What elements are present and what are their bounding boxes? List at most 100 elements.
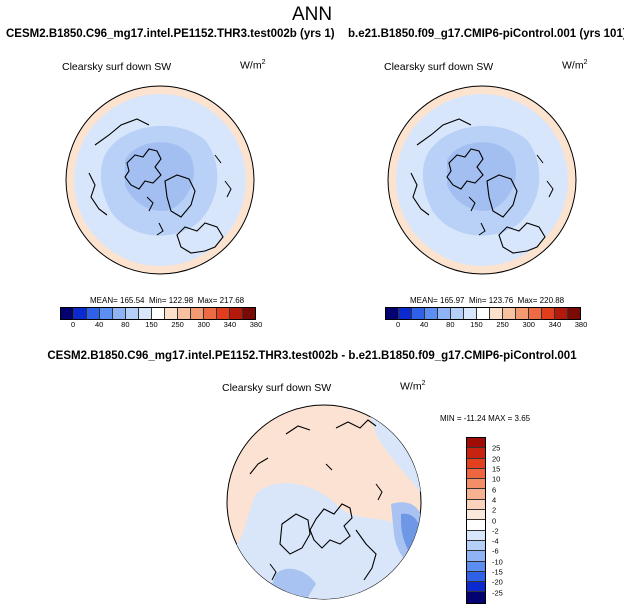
diff-panel-case-title: CESM2.B1850.C96_mg17.intel.PE1152.THR3.t… [47,350,577,362]
diff-map-coastline-asia [249,457,377,581]
right-panel-stats: MEAN= 165.97 Min= 123.76 Max= 220.88 [410,296,565,305]
right-colorbar-tick-label: 40 [420,320,429,329]
diff-colorbar-swatch [467,551,485,562]
left-colorbar-tick-label: 380 [249,320,263,329]
left-polar-map [65,85,255,275]
diff-colorbar-tick-label: -20 [492,577,503,587]
diff-colorbar-tick-label: 0 [492,516,497,525]
left-panel-unit-label: W/m2 [240,59,266,72]
diff-colorbar-tick-label: 10 [492,474,501,484]
diff-colorbar-swatch [467,530,485,541]
left-colorbar-swatch [139,308,152,319]
diff-panel-unit-label: W/m2 [400,380,426,393]
right-colorbar-tick-label: 0 [395,320,401,329]
left-colorbar-tick-label: 150 [145,320,158,329]
right-colorbar-swatch [425,308,438,319]
left-colorbar-tick-label: 40 [95,320,104,329]
diff-colorbar-swatch [467,592,485,603]
right-colorbar-tick-label: 80 [446,320,455,329]
right-map-coastline-america [446,148,484,190]
diff-polar-map [226,404,422,600]
diff-colorbar [466,437,486,604]
left-colorbar-swatch [217,308,230,319]
left-map-coastline-america [124,148,162,190]
diff-colorbar-swatch [467,479,485,490]
left-panel-stats: MEAN= 165.54 Min= 122.98 Max= 217.68 [90,296,245,305]
diff-colorbar-swatch [467,458,485,469]
right-panel-unit-label: W/m2 [562,59,588,72]
diff-colorbar-tick-label: -10 [492,557,503,567]
left-map-coastline-asia [88,118,150,216]
right-colorbar-swatch [399,308,412,319]
left-colorbar: 0 40 80 150 250 300 340 380 [60,307,262,330]
right-colorbar-tick-label: 380 [574,320,588,329]
figure-title: ANN [291,4,333,25]
diff-map-coastline-islands [269,463,383,581]
left-panel-variable-label: Clearsky surf down SW [62,61,172,73]
left-colorbar-tick-label: 80 [121,320,130,329]
right-colorbar-swatch [516,308,529,319]
left-colorbar-tick-label: 0 [70,320,76,329]
diff-colorbar-tick-label: -25 [492,588,503,598]
right-colorbar-labels: 0 40 80 150 250 300 340 380 [385,320,587,330]
left-colorbar-swatch [178,308,191,319]
right-colorbar-swatch [555,308,568,319]
left-colorbar-labels: 0 40 80 150 250 300 340 380 [60,320,262,330]
right-map-coastline-islands [468,154,554,236]
diff-colorbar-tick-label: 4 [492,495,497,505]
diff-colorbar-swatch [467,448,485,459]
diff-colorbar-labels: 25 20 15 10 6 4 2 0 -2 -4 -6 -10 -15 -20 -25 [492,438,532,603]
diff-panel-minmax: MIN = -11.24 MAX = 3.65 [440,414,531,423]
diff-colorbar-swatch [467,571,485,583]
diff-colorbar-swatch [467,510,485,521]
diff-colorbar-tick-label: 15 [492,464,501,474]
left-colorbar-swatch [204,308,217,319]
right-colorbar-swatch [529,308,542,319]
right-polar-map [387,85,577,275]
right-map-coastline-greenland [486,174,518,218]
left-colorbar-swatch [191,308,204,319]
left-colorbar-tick-label: 340 [223,320,237,329]
right-colorbar-tick-label: 340 [548,320,562,329]
diff-colorbar-tick-label: -4 [492,536,499,546]
right-colorbar: 0 40 80 150 250 300 340 380 [385,307,587,330]
left-colorbar-swatch [100,308,113,319]
right-panel-variable-label: Clearsky surf down SW [384,61,494,73]
left-colorbar-tick-label: 300 [197,320,210,329]
diff-colorbar-tick-label: 20 [492,454,501,464]
right-colorbar-swatch [477,308,490,319]
left-colorbar-swatch [126,308,139,319]
diff-colorbar-swatch [467,582,485,593]
right-colorbar-swatch [438,308,451,319]
diff-colorbar-tick-label: 25 [492,443,501,453]
diff-colorbar-tick-label: 6 [492,485,497,495]
left-colorbar-swatch [152,308,165,319]
left-colorbar-swatch [230,308,243,319]
left-colorbar-swatch [113,308,126,319]
right-colorbar-swatch [386,308,399,319]
left-map-coastline-greenland [164,174,196,218]
right-colorbar-swatch [490,308,503,319]
diff-colorbar-swatch [467,520,485,531]
left-colorbar-tick-label: 250 [171,320,184,329]
diff-colorbar-tick-label: -15 [492,567,503,577]
diff-panel-variable-label: Clearsky surf down SW [222,382,332,394]
diff-colorbar-tick-label: -6 [492,546,499,556]
left-colorbar-swatch [165,308,178,319]
diff-colorbar-swatch [467,489,485,500]
left-colorbar-swatch [61,308,74,319]
right-colorbar-swatch [568,308,580,319]
right-colorbar-tick-label: 300 [522,320,535,329]
diff-map-coastline-europe [285,419,377,435]
right-colorbar-swatch [464,308,477,319]
right-colorbar-swatch [503,308,516,319]
diff-colorbar-tick-label: -2 [492,526,499,536]
diff-colorbar-swatch [467,540,485,552]
right-map-coastline-europe [498,222,546,254]
diff-colorbar-tick-label: 2 [492,505,497,515]
right-panel-case-title: b.e21.B1850.f09_g17.CMIP6-piControl.001 … [348,28,624,40]
left-panel-case-title: CESM2.B1850.C96_mg17.intel.PE1152.THR3.t… [6,28,335,40]
left-colorbar-swatch [243,308,255,319]
diff-map-coastline-greenland [279,513,311,555]
left-colorbar-swatch [74,308,87,319]
